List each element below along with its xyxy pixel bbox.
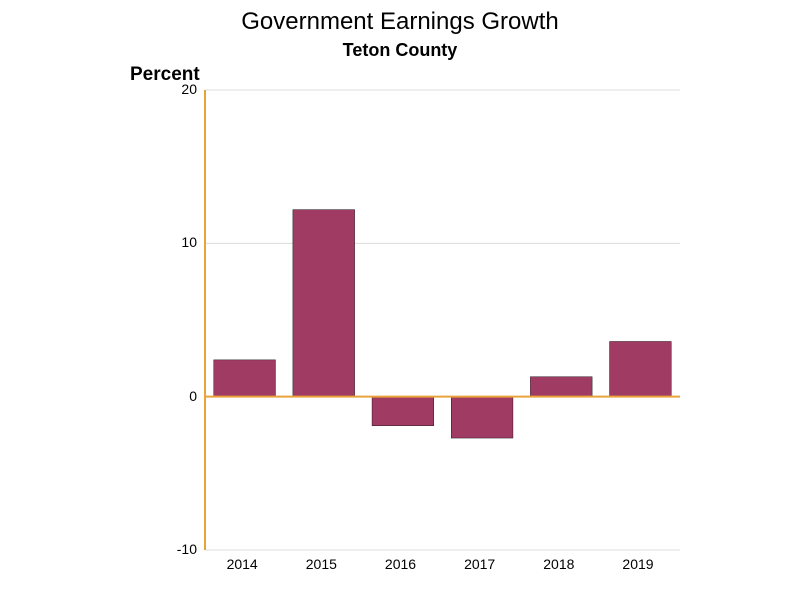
bar <box>372 397 434 426</box>
y-tick-label: -10 <box>177 541 197 557</box>
chart-container: Government Earnings Growth Teton County … <box>0 0 800 600</box>
x-tick-label: 2014 <box>227 556 258 572</box>
bar <box>293 210 355 397</box>
bar <box>451 397 513 438</box>
x-tick-label: 2015 <box>306 556 337 572</box>
bar <box>610 341 672 396</box>
bar <box>214 360 276 397</box>
y-tick-label: 10 <box>181 234 197 250</box>
bar <box>530 377 592 397</box>
chart-svg <box>0 0 800 600</box>
x-tick-label: 2019 <box>622 556 653 572</box>
x-tick-label: 2017 <box>464 556 495 572</box>
x-tick-label: 2018 <box>543 556 574 572</box>
y-tick-label: 20 <box>181 81 197 97</box>
x-tick-label: 2016 <box>385 556 416 572</box>
y-tick-label: 0 <box>189 388 197 404</box>
